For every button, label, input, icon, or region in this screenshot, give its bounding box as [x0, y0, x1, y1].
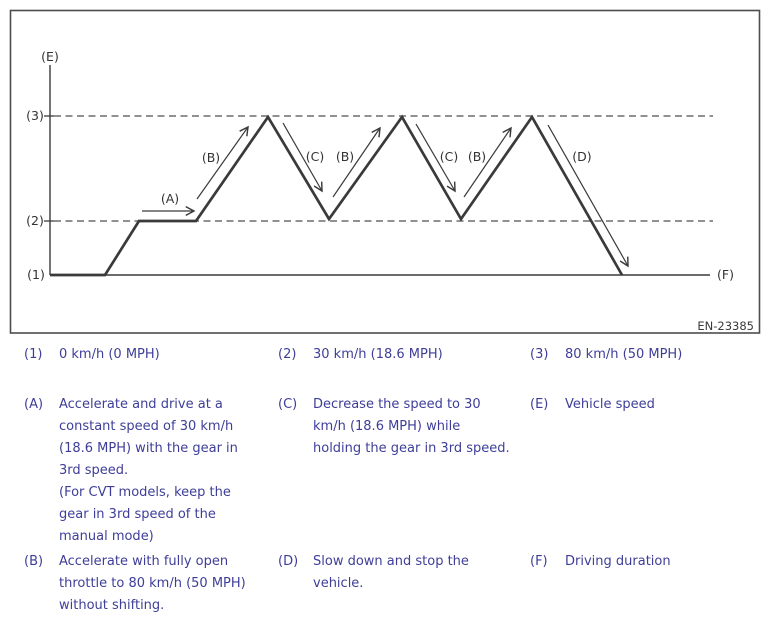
legend-item-b-text: Accelerate with fully open throttle to 8… [59, 554, 246, 613]
x-axis-label: (F) [717, 267, 734, 282]
legend-item-b-tag: (B) [24, 554, 44, 569]
speed-level-2-text: 30 km/h (18.6 MPH) [313, 347, 443, 362]
legend-item-f-tag: (F) [530, 554, 548, 569]
speed-level-3: (3) 80 km/h (50 MPH) [530, 344, 682, 366]
legend-item-d: (D) Slow down and stop the vehicle. [278, 551, 469, 595]
legend-item-e-text: Vehicle speed [565, 397, 655, 412]
speed-level-2: (2) 30 km/h (18.6 MPH) [278, 344, 443, 366]
legend-item-a-text: Accelerate and drive at a constant speed… [59, 397, 238, 544]
legend-item-c: (C) Decrease the speed to 30 km/h (18.6 … [278, 394, 510, 460]
legend-item-c-tag: (C) [278, 397, 298, 412]
legend-item-e: (E) Vehicle speed [530, 394, 655, 416]
legend-item-b: (B) Accelerate with fully open throttle … [24, 551, 246, 617]
level1-label: (1) [27, 267, 45, 282]
speed-level-3-text: 80 km/h (50 MPH) [565, 347, 683, 362]
speed-curve [50, 114, 624, 277]
arrow-b2-icon [332, 126, 381, 198]
segment-c2-label: (C) [440, 149, 458, 164]
speed-level-3-tag: (3) [530, 347, 549, 362]
legend-item-f-text: Driving duration [565, 554, 671, 569]
arrow-c2-icon [415, 123, 456, 193]
figure-code: EN-23385 [697, 319, 754, 333]
legend-item-d-text: Slow down and stop the vehicle. [313, 554, 469, 591]
y-axis-label: (E) [41, 49, 59, 64]
segment-b2-label: (B) [336, 149, 354, 164]
arrow-b1-icon [196, 125, 249, 200]
segment-b1-label: (B) [202, 150, 220, 165]
speed-level-1: (1) 0 km/h (0 MPH) [24, 344, 160, 366]
segment-b3-label: (B) [468, 149, 486, 164]
speed-level-2-tag: (2) [278, 347, 297, 362]
segment-d-label: (D) [572, 149, 591, 164]
level2-label: (2) [26, 213, 44, 228]
legend-item-f: (F) Driving duration [530, 551, 671, 573]
speed-level-1-tag: (1) [24, 347, 43, 362]
figure-frame [9, 9, 761, 334]
segment-a-label: (A) [161, 191, 179, 206]
legend-item-a: (A) Accelerate and drive at a constant s… [24, 394, 238, 548]
legend-item-e-tag: (E) [530, 397, 549, 412]
arrow-d-icon [547, 124, 629, 268]
level3-label: (3) [26, 108, 44, 123]
legend-item-c-text: Decrease the speed to 30 km/h (18.6 MPH)… [313, 397, 510, 456]
speed-level-1-text: 0 km/h (0 MPH) [59, 347, 160, 362]
legend-item-a-tag: (A) [24, 397, 44, 412]
arrow-b3-icon [463, 126, 512, 198]
arrow-c1-icon [282, 122, 323, 193]
speed-profile-diagram: (E) (3) (2) (1) (F) (A) (B) (C) (B) (C) … [9, 9, 761, 334]
legend-item-d-tag: (D) [278, 554, 299, 569]
segment-c1-label: (C) [306, 149, 324, 164]
